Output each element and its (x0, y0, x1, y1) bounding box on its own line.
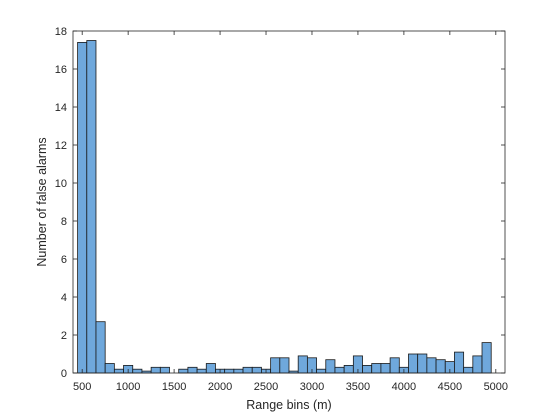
histogram-bar (86, 40, 97, 374)
histogram-bar (435, 359, 446, 374)
y-tick-label: 8 (61, 216, 67, 228)
histogram-bar (334, 366, 345, 374)
histogram-bar (113, 368, 124, 374)
histogram-bar (343, 364, 354, 374)
histogram-bar (150, 366, 161, 374)
y-tick-label: 6 (61, 254, 67, 266)
y-tick-label: 2 (61, 330, 67, 342)
histogram-bar (389, 357, 400, 374)
histogram-bar (325, 359, 336, 374)
histogram-bar (224, 368, 235, 374)
histogram-bar (371, 363, 382, 374)
histogram-bar (417, 353, 428, 374)
histogram-bar (426, 357, 437, 374)
x-tick-label: 2000 (208, 381, 232, 393)
histogram-bar (95, 321, 106, 374)
histogram-bar (178, 368, 189, 374)
histogram-bar (77, 42, 88, 374)
histogram-bar (104, 363, 115, 374)
y-tick-label: 12 (55, 140, 67, 152)
x-tick-label: 500 (73, 381, 91, 393)
bars-layer (77, 40, 492, 374)
histogram-bar (463, 366, 474, 374)
y-tick-label: 18 (55, 26, 67, 38)
histogram-bar (196, 368, 207, 374)
histogram-bar (481, 342, 492, 374)
histogram-bar (187, 366, 198, 374)
x-tick-label: 3000 (300, 381, 324, 393)
x-tick-label: 3500 (346, 381, 370, 393)
y-tick-label: 4 (61, 292, 67, 304)
y-tick-label: 16 (55, 64, 67, 76)
x-tick-label: 1000 (116, 381, 140, 393)
histogram-bar (380, 363, 391, 374)
histogram-bar (205, 363, 216, 374)
histogram-bar (454, 351, 465, 374)
y-tick-label: 14 (55, 102, 67, 114)
histogram-bar (242, 366, 253, 374)
histogram-bar (132, 368, 143, 374)
y-axis-title: Number of false alarms (35, 137, 49, 266)
histogram-bar (279, 357, 290, 374)
x-tick-label: 1500 (162, 381, 186, 393)
plot-frame (72, 30, 506, 374)
histogram-bar (316, 368, 327, 374)
histogram-bar (297, 355, 308, 374)
y-tick-label: 0 (61, 368, 67, 380)
histogram-bar (159, 366, 170, 374)
x-tick-label: 5000 (484, 381, 508, 393)
x-tick-label: 2500 (254, 381, 278, 393)
x-axis-title: Range bins (m) (246, 398, 331, 412)
histogram-bar (233, 368, 244, 374)
histogram-bar (270, 357, 281, 374)
ticks-layer: 500 1000 1500 2000 2500 3000 3500 4000 4500 5000 0… (55, 26, 508, 393)
histogram-bar (408, 353, 419, 374)
histogram-bar (251, 366, 262, 374)
x-tick-label: 4500 (438, 381, 462, 393)
histogram-bar (362, 364, 373, 374)
x-tick-label: 4000 (392, 381, 416, 393)
histogram-bar (472, 355, 483, 374)
y-tick-label: 10 (55, 178, 67, 190)
